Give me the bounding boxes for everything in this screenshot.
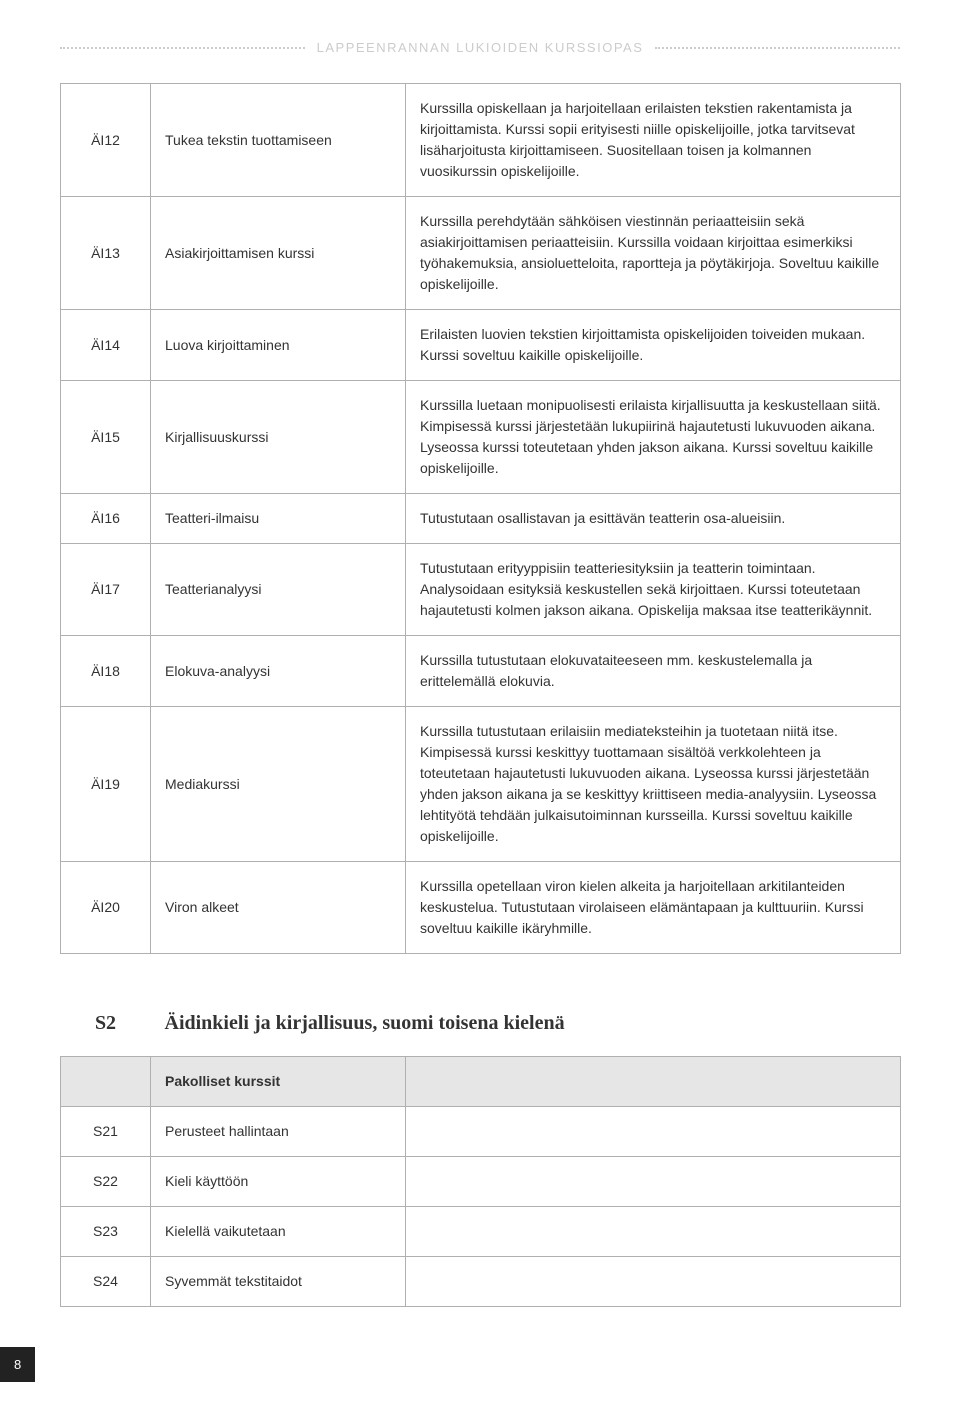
- course-desc: [406, 1207, 901, 1257]
- table-row: ÄI18Elokuva-analyysiKurssilla tutustutaa…: [61, 636, 901, 707]
- dotted-right: [655, 47, 900, 49]
- table-row: ÄI20Viron alkeetKurssilla opetellaan vir…: [61, 862, 901, 954]
- course-name: Elokuva-analyysi: [151, 636, 406, 707]
- course-name: Tukea tekstin tuottamiseen: [151, 84, 406, 197]
- header-title: LAPPEENRANNAN LUKIOIDEN KURSSIOPAS: [305, 40, 656, 55]
- course-code: ÄI12: [61, 84, 151, 197]
- course-code: ÄI14: [61, 310, 151, 381]
- table-row: ÄI19MediakurssiKurssilla tutustutaan eri…: [61, 707, 901, 862]
- table-row: ÄI16Teatteri-ilmaisuTutustutaan osallist…: [61, 494, 901, 544]
- course-name: Kieli käyttöön: [151, 1157, 406, 1207]
- course-name: Teatterianalyysi: [151, 544, 406, 636]
- course-name: Kielellä vaikutetaan: [151, 1207, 406, 1257]
- table-row: S21Perusteet hallintaan: [61, 1107, 901, 1157]
- course-code: ÄI18: [61, 636, 151, 707]
- course-desc: Kurssilla tutustutaan erilaisiin mediate…: [406, 707, 901, 862]
- section2-heading-row: S2 Äidinkieli ja kirjallisuus, suomi toi…: [61, 994, 901, 1057]
- table-row: ÄI15KirjallisuuskurssiKurssilla luetaan …: [61, 381, 901, 494]
- course-name: Perusteet hallintaan: [151, 1107, 406, 1157]
- course-desc: Kurssilla tutustutaan elokuvataiteeseen …: [406, 636, 901, 707]
- section2-code: S2: [61, 994, 151, 1057]
- course-code: ÄI15: [61, 381, 151, 494]
- course-table: ÄI12Tukea tekstin tuottamiseenKurssilla …: [60, 83, 901, 954]
- course-desc: Tutustutaan osallistavan ja esittävän te…: [406, 494, 901, 544]
- table-row: ÄI13Asiakirjoittamisen kurssiKurssilla p…: [61, 197, 901, 310]
- course-desc: Kurssilla luetaan monipuolisesti erilais…: [406, 381, 901, 494]
- table-row: ÄI14Luova kirjoittaminenErilaisten luovi…: [61, 310, 901, 381]
- course-name: Teatteri-ilmaisu: [151, 494, 406, 544]
- dotted-left: [60, 47, 305, 49]
- course-desc: Erilaisten luovien tekstien kirjoittamis…: [406, 310, 901, 381]
- course-name: Mediakurssi: [151, 707, 406, 862]
- course-code: ÄI17: [61, 544, 151, 636]
- section2-subhead-row: Pakolliset kurssit: [61, 1057, 901, 1107]
- course-desc: Kurssilla opetellaan viron kielen alkeit…: [406, 862, 901, 954]
- table-row: S23Kielellä vaikutetaan: [61, 1207, 901, 1257]
- table-row: S24Syvemmät tekstitaidot: [61, 1257, 901, 1307]
- section2-subhead-blank: [61, 1057, 151, 1107]
- section2-title: Äidinkieli ja kirjallisuus, suomi toisen…: [151, 994, 901, 1057]
- course-code: S22: [61, 1157, 151, 1207]
- course-name: Luova kirjoittaminen: [151, 310, 406, 381]
- course-name: Asiakirjoittamisen kurssi: [151, 197, 406, 310]
- header-dotted-line: LAPPEENRANNAN LUKIOIDEN KURSSIOPAS: [60, 40, 900, 55]
- section2-subhead-blank2: [406, 1057, 901, 1107]
- course-code: ÄI13: [61, 197, 151, 310]
- course-code: S21: [61, 1107, 151, 1157]
- course-desc: Kurssilla opiskellaan ja harjoitellaan e…: [406, 84, 901, 197]
- section2-table: S2 Äidinkieli ja kirjallisuus, suomi toi…: [60, 994, 901, 1307]
- course-code: S23: [61, 1207, 151, 1257]
- course-desc: Kurssilla perehdytään sähköisen viestinn…: [406, 197, 901, 310]
- page-number: 8: [0, 1347, 35, 1382]
- course-desc: [406, 1107, 901, 1157]
- table-row: S22Kieli käyttöön: [61, 1157, 901, 1207]
- table-row: ÄI17TeatterianalyysiTutustutaan erityypp…: [61, 544, 901, 636]
- course-name: Viron alkeet: [151, 862, 406, 954]
- course-desc: [406, 1257, 901, 1307]
- course-code: S24: [61, 1257, 151, 1307]
- course-name: Syvemmät tekstitaidot: [151, 1257, 406, 1307]
- course-code: ÄI20: [61, 862, 151, 954]
- section2-subhead-label: Pakolliset kurssit: [151, 1057, 406, 1107]
- table-row: ÄI12Tukea tekstin tuottamiseenKurssilla …: [61, 84, 901, 197]
- course-desc: [406, 1157, 901, 1207]
- course-desc: Tutustutaan erityyppisiin teatteriesityk…: [406, 544, 901, 636]
- course-name: Kirjallisuuskurssi: [151, 381, 406, 494]
- course-code: ÄI19: [61, 707, 151, 862]
- course-code: ÄI16: [61, 494, 151, 544]
